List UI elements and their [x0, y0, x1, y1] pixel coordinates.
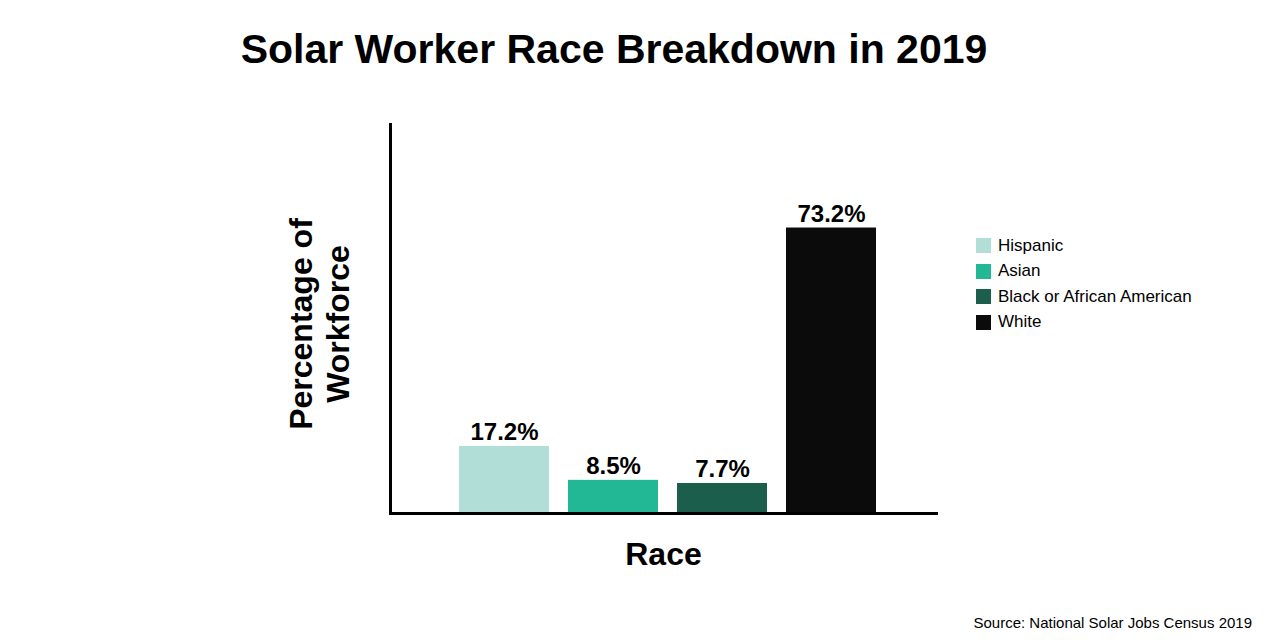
- html-text:White: White: [998, 312, 1042, 332]
- svg-text:7.7%: 7.7%: [695, 455, 750, 482]
- svg-text:17.2%: 17.2%: [470, 418, 538, 445]
- html-text:Hispanic: Hispanic: [998, 235, 1064, 255]
- html-text:Source: National Solar Jobs Ce: Source: National Solar Jobs Census 2019: [973, 614, 1252, 631]
- svg-text:73.2%: 73.2%: [797, 200, 865, 227]
- html-text:Asian: Asian: [998, 261, 1041, 281]
- html-text:Solar Worker Race Breakdown in: Solar Worker Race Breakdown in 2019: [240, 26, 988, 72]
- svg-text:8.5%: 8.5%: [586, 452, 641, 479]
- html-text:Black or African American: Black or African American: [998, 286, 1192, 306]
- html-text:Race: Race: [625, 536, 702, 572]
- html-text:Percentage of Workforce: Percentage of Workforce: [283, 218, 356, 430]
